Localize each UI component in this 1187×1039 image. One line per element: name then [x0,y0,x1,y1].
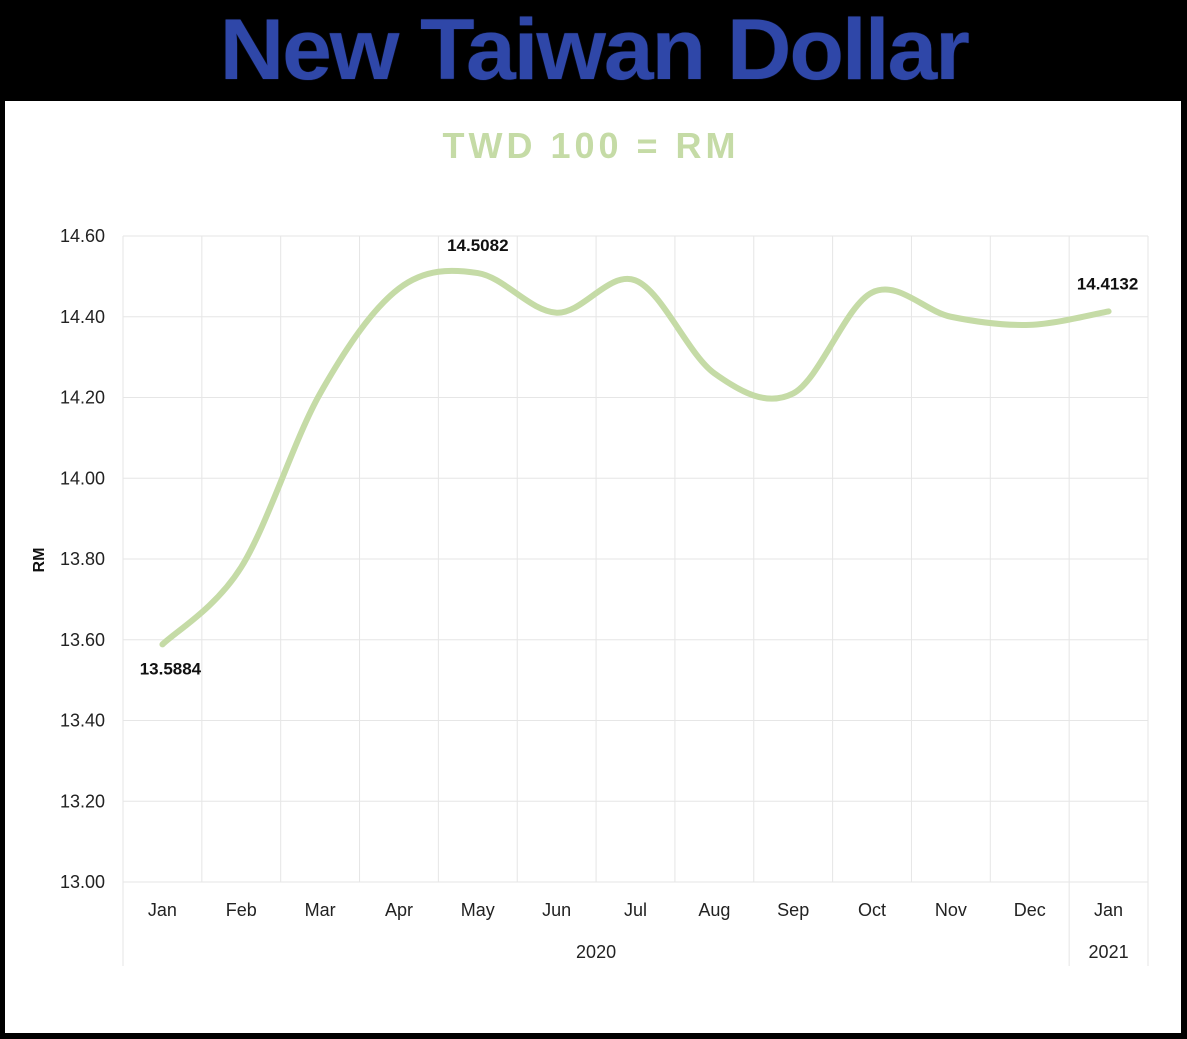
data-label: 14.5082 [447,236,508,255]
series-line [159,267,1112,648]
data-labels: 13.5884 14.5082 14.4132 [140,236,1139,678]
x-tick-label: May [461,900,495,920]
x-tick-label: Jun [542,900,571,920]
y-tick-label: 13.60 [60,630,105,650]
grid [122,235,1149,966]
banner-title: New Taiwan Dollar [219,2,969,98]
x-axis-ticks: Jan Feb Mar Apr May Jun Jul Aug Sep Oct Nov Dec Jan 2… [148,900,1129,962]
chart-title: TWD 100 = RM [442,125,739,166]
y-tick-label: 13.40 [60,711,105,731]
y-tick-label: 13.80 [60,549,105,569]
series-layer [159,267,1112,648]
x-tick-label: Apr [385,900,413,920]
line-chart: TWD 100 = RM RM 13.00 13.20 13.40 13.60 13.8… [31,125,1149,966]
y-tick-label: 14.40 [60,307,105,327]
y-axis-title: RM [31,548,48,573]
y-axis-ticks: 13.00 13.20 13.40 13.60 13.80 14.00 14.20 14.40… [60,226,105,892]
x-tick-label: Feb [226,900,257,920]
chart-panel: TWD 100 = RM RM 13.00 13.20 13.40 13.60 13.8… [5,101,1181,1033]
year-group-label: 2020 [576,942,616,962]
y-tick-label: 13.00 [60,872,105,892]
x-tick-label: Jan [1094,900,1123,920]
x-tick-label: Jul [624,900,647,920]
data-label: 14.4132 [1077,274,1138,293]
x-tick-label: Oct [858,900,886,920]
y-tick-label: 14.00 [60,468,105,488]
x-tick-label: Sep [777,900,809,920]
x-tick-label: Mar [305,900,336,920]
x-tick-label: Nov [935,900,967,920]
banner: New Taiwan Dollar [0,0,1187,100]
y-tick-label: 13.20 [60,791,105,811]
x-tick-label: Jan [148,900,177,920]
y-tick-label: 14.20 [60,388,105,408]
x-tick-label: Dec [1014,900,1046,920]
data-label: 13.5884 [140,659,202,678]
y-tick-label: 14.60 [60,226,105,246]
year-group-label: 2021 [1089,942,1129,962]
x-tick-label: Aug [698,900,730,920]
